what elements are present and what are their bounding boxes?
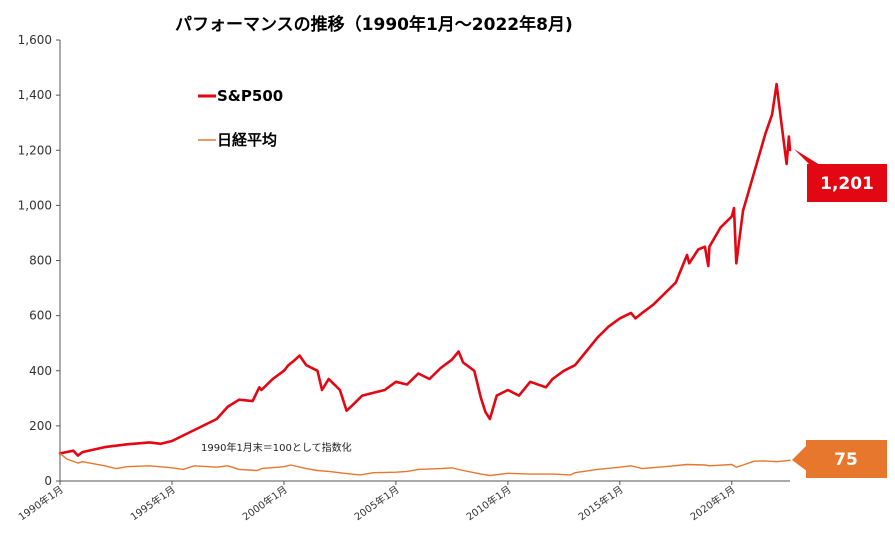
y-tick-label: 800 xyxy=(29,254,52,268)
x-axis: 1990年1月 1995年1月 2000年1月 2005年1月 2010年1月 2015年… xyxy=(16,480,790,523)
y-tick-label: 1,600 xyxy=(18,33,52,47)
y-tick-label: 0 xyxy=(44,474,52,488)
y-tick-label: 200 xyxy=(29,419,52,433)
x-tick-label: 1990年1月 xyxy=(16,483,66,523)
series-layer xyxy=(58,82,792,477)
y-tick-label: 1,200 xyxy=(18,143,52,157)
y-tick-label: 400 xyxy=(29,364,52,378)
legend-label-sp500: S&P500 xyxy=(217,87,283,105)
chart-title: パフォーマンスの推移（1990年1月〜2022年8月) xyxy=(175,14,573,35)
index-note: 1990年1月末＝100として指数化 xyxy=(201,441,352,454)
callout-sp500-box xyxy=(807,164,887,202)
x-tick-label: 1995年1月 xyxy=(128,483,178,523)
callout-nikkei-pointer xyxy=(792,444,808,472)
y-tick-label: 1,400 xyxy=(18,88,52,102)
legend: S&P500 日経平均 xyxy=(198,87,283,149)
x-tick-label: 2010年1月 xyxy=(464,483,514,523)
x-tick-label: 2000年1月 xyxy=(240,483,290,523)
y-tick-label: 1,000 xyxy=(18,198,52,212)
series-line-sp500 xyxy=(58,82,792,457)
callout-nikkei-box xyxy=(806,440,887,478)
series-line-nikkei xyxy=(59,452,791,477)
x-tick-label: 2015年1月 xyxy=(576,483,626,523)
x-tick-label: 2005年1月 xyxy=(352,483,402,523)
callout-sp500-value: 1,201 xyxy=(820,174,874,194)
callout-nikkei: 75 xyxy=(792,440,887,478)
callout-nikkei-value: 75 xyxy=(834,450,858,470)
y-axis: 0 200 400 600 800 1,000 1,200 1,400 1,600 xyxy=(18,33,61,488)
legend-label-nikkei: 日経平均 xyxy=(217,131,277,149)
x-tick-label: 2020年1月 xyxy=(688,483,738,523)
y-tick-label: 600 xyxy=(29,309,52,323)
callout-sp500: 1,201 xyxy=(794,149,887,202)
